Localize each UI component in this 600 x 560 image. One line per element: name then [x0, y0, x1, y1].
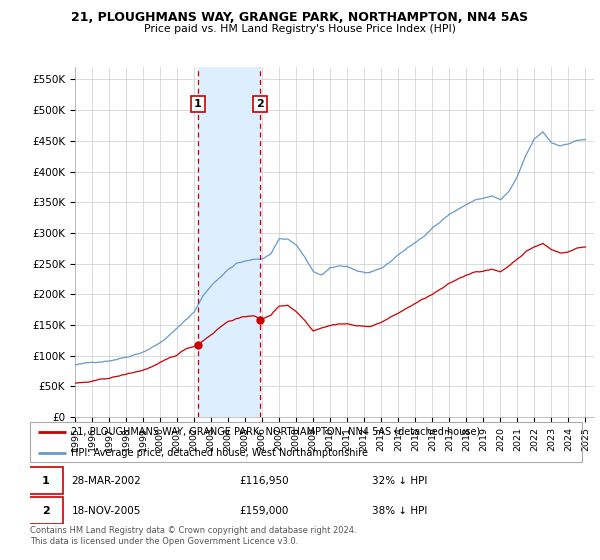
Text: 2: 2 — [256, 99, 264, 109]
Text: Contains HM Land Registry data © Crown copyright and database right 2024.
This d: Contains HM Land Registry data © Crown c… — [30, 526, 356, 546]
Text: 21, PLOUGHMANS WAY, GRANGE PARK, NORTHAMPTON, NN4 5AS (detached house): 21, PLOUGHMANS WAY, GRANGE PARK, NORTHAM… — [71, 427, 481, 437]
Text: 32% ↓ HPI: 32% ↓ HPI — [372, 475, 428, 486]
Text: 2: 2 — [42, 506, 50, 516]
Text: 1: 1 — [194, 99, 202, 109]
FancyBboxPatch shape — [29, 497, 63, 524]
Bar — [198, 67, 260, 417]
FancyBboxPatch shape — [29, 467, 63, 494]
Text: £159,000: £159,000 — [240, 506, 289, 516]
Text: £116,950: £116,950 — [240, 475, 289, 486]
Text: 18-NOV-2005: 18-NOV-2005 — [71, 506, 141, 516]
Text: 1: 1 — [42, 475, 50, 486]
Text: 21, PLOUGHMANS WAY, GRANGE PARK, NORTHAMPTON, NN4 5AS: 21, PLOUGHMANS WAY, GRANGE PARK, NORTHAM… — [71, 11, 529, 24]
Text: 28-MAR-2002: 28-MAR-2002 — [71, 475, 141, 486]
Text: Price paid vs. HM Land Registry's House Price Index (HPI): Price paid vs. HM Land Registry's House … — [144, 24, 456, 34]
Text: 38% ↓ HPI: 38% ↓ HPI — [372, 506, 428, 516]
Text: HPI: Average price, detached house, West Northamptonshire: HPI: Average price, detached house, West… — [71, 448, 368, 458]
